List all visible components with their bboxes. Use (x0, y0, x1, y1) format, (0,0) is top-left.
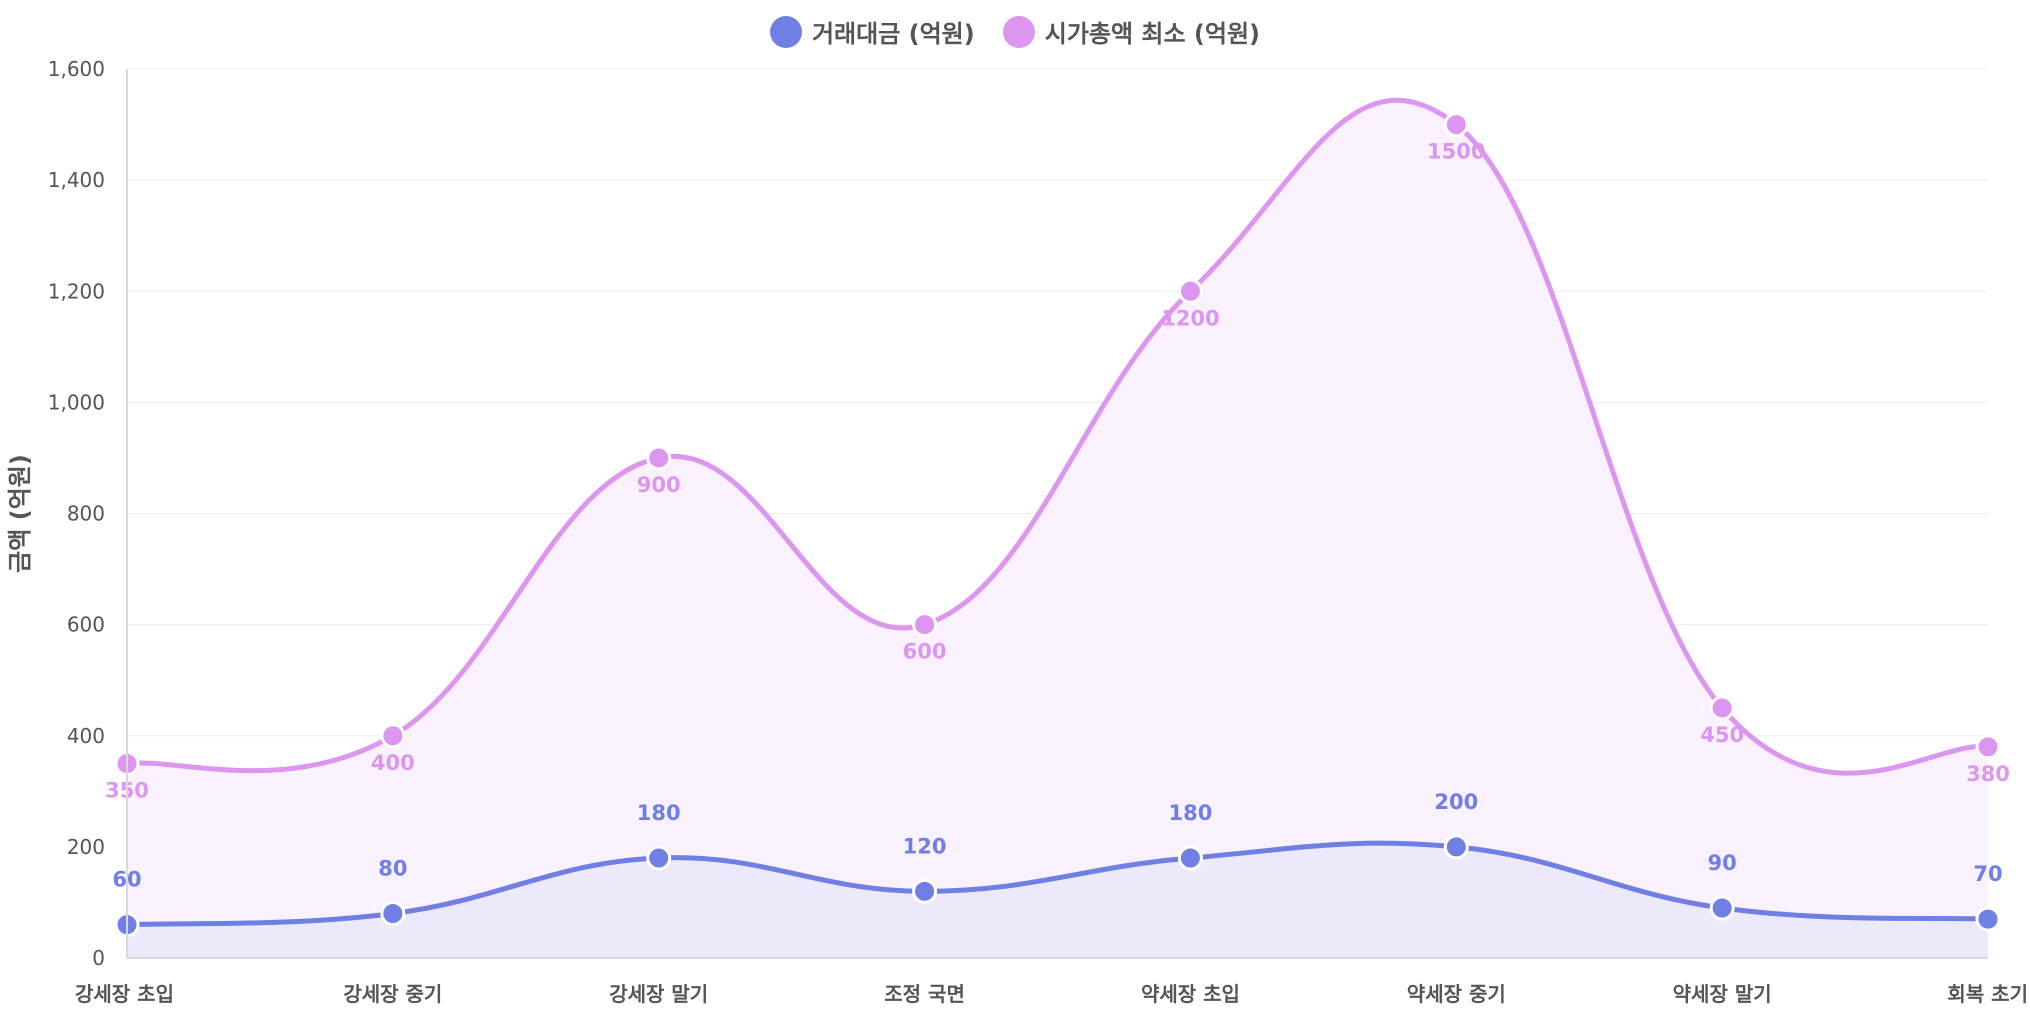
data-label: 400 (371, 751, 415, 775)
x-tick-label: 약세장 말기 (1673, 982, 1772, 1006)
data-label: 1500 (1427, 140, 1485, 164)
x-tick-label: 약세장 중기 (1407, 982, 1506, 1006)
series-line-1 (126, 97, 1989, 776)
x-tick-label: 강세장 초입 (75, 982, 174, 1006)
x-tick-label: 약세장 초입 (1141, 982, 1240, 1006)
axes: 0 200 400 600 800 1,000 1,200 1,400 1,600 강세장 초입 강… (6, 57, 2028, 1006)
x-tick-label: 강세장 중기 (343, 982, 442, 1006)
area-fills (127, 100, 1988, 958)
series-area-0 (127, 843, 1988, 958)
y-tick-label: 200 (67, 835, 105, 859)
x-tick-label: 강세장 말기 (609, 982, 708, 1006)
y-tick-label: 600 (67, 613, 105, 637)
data-label: 120 (903, 834, 947, 858)
legend: 거래대금 (억원) 시가총액 최소 (억원) (0, 14, 2030, 49)
data-point[interactable] (1443, 112, 1469, 138)
data-label: 180 (1169, 801, 1213, 825)
y-tick-label: 1,400 (48, 168, 105, 192)
data-label: 180 (637, 801, 681, 825)
y-tick-label: 1,200 (48, 279, 105, 303)
data-point[interactable] (646, 445, 672, 471)
data-label: 900 (637, 473, 681, 497)
data-point[interactable] (1975, 906, 2001, 932)
series-lines (126, 97, 1989, 928)
data-point[interactable] (380, 901, 406, 927)
data-points (114, 112, 2001, 938)
legend-label-trading-value: 거래대금 (억원) (811, 20, 975, 48)
legend-swatch-trading-value (769, 15, 802, 48)
data-point[interactable] (1975, 734, 2001, 760)
y-tick-label: 1,600 (48, 57, 105, 81)
y-tick-label: 400 (67, 724, 105, 748)
data-label: 380 (1966, 762, 2010, 786)
series-area-1 (127, 100, 1988, 958)
data-point[interactable] (1177, 278, 1203, 304)
data-label: 200 (1434, 790, 1478, 814)
data-point[interactable] (1709, 895, 1735, 921)
data-label: 600 (903, 640, 947, 664)
data-label: 70 (1973, 862, 2002, 886)
data-label: 80 (378, 857, 407, 881)
data-point[interactable] (912, 878, 938, 904)
legend-swatch-market-cap (1002, 15, 1035, 48)
data-point[interactable] (1177, 845, 1203, 871)
data-label: 90 (1708, 851, 1737, 875)
data-label: 450 (1700, 723, 1744, 747)
series-line-0 (126, 840, 1989, 928)
y-axis-title: 금액 (억원) (6, 454, 34, 573)
data-point[interactable] (1709, 695, 1735, 721)
y-tick-label: 0 (92, 946, 105, 970)
y-tick-label: 1,000 (48, 390, 105, 414)
data-label: 1200 (1161, 306, 1219, 330)
data-point[interactable] (646, 845, 672, 871)
y-tick-label: 800 (67, 502, 105, 526)
x-tick-label: 회복 초기 (1947, 982, 2028, 1006)
legend-label-market-cap: 시가총액 최소 (억원) (1044, 20, 1261, 48)
data-point[interactable] (380, 723, 406, 749)
x-tick-label: 조정 국면 (884, 982, 965, 1006)
data-point[interactable] (912, 612, 938, 638)
legend-item-trading-value[interactable]: 거래대금 (억원) (769, 14, 975, 49)
legend-item-market-cap[interactable]: 시가총액 최소 (억원) (1002, 14, 1261, 49)
data-point[interactable] (1443, 834, 1469, 860)
